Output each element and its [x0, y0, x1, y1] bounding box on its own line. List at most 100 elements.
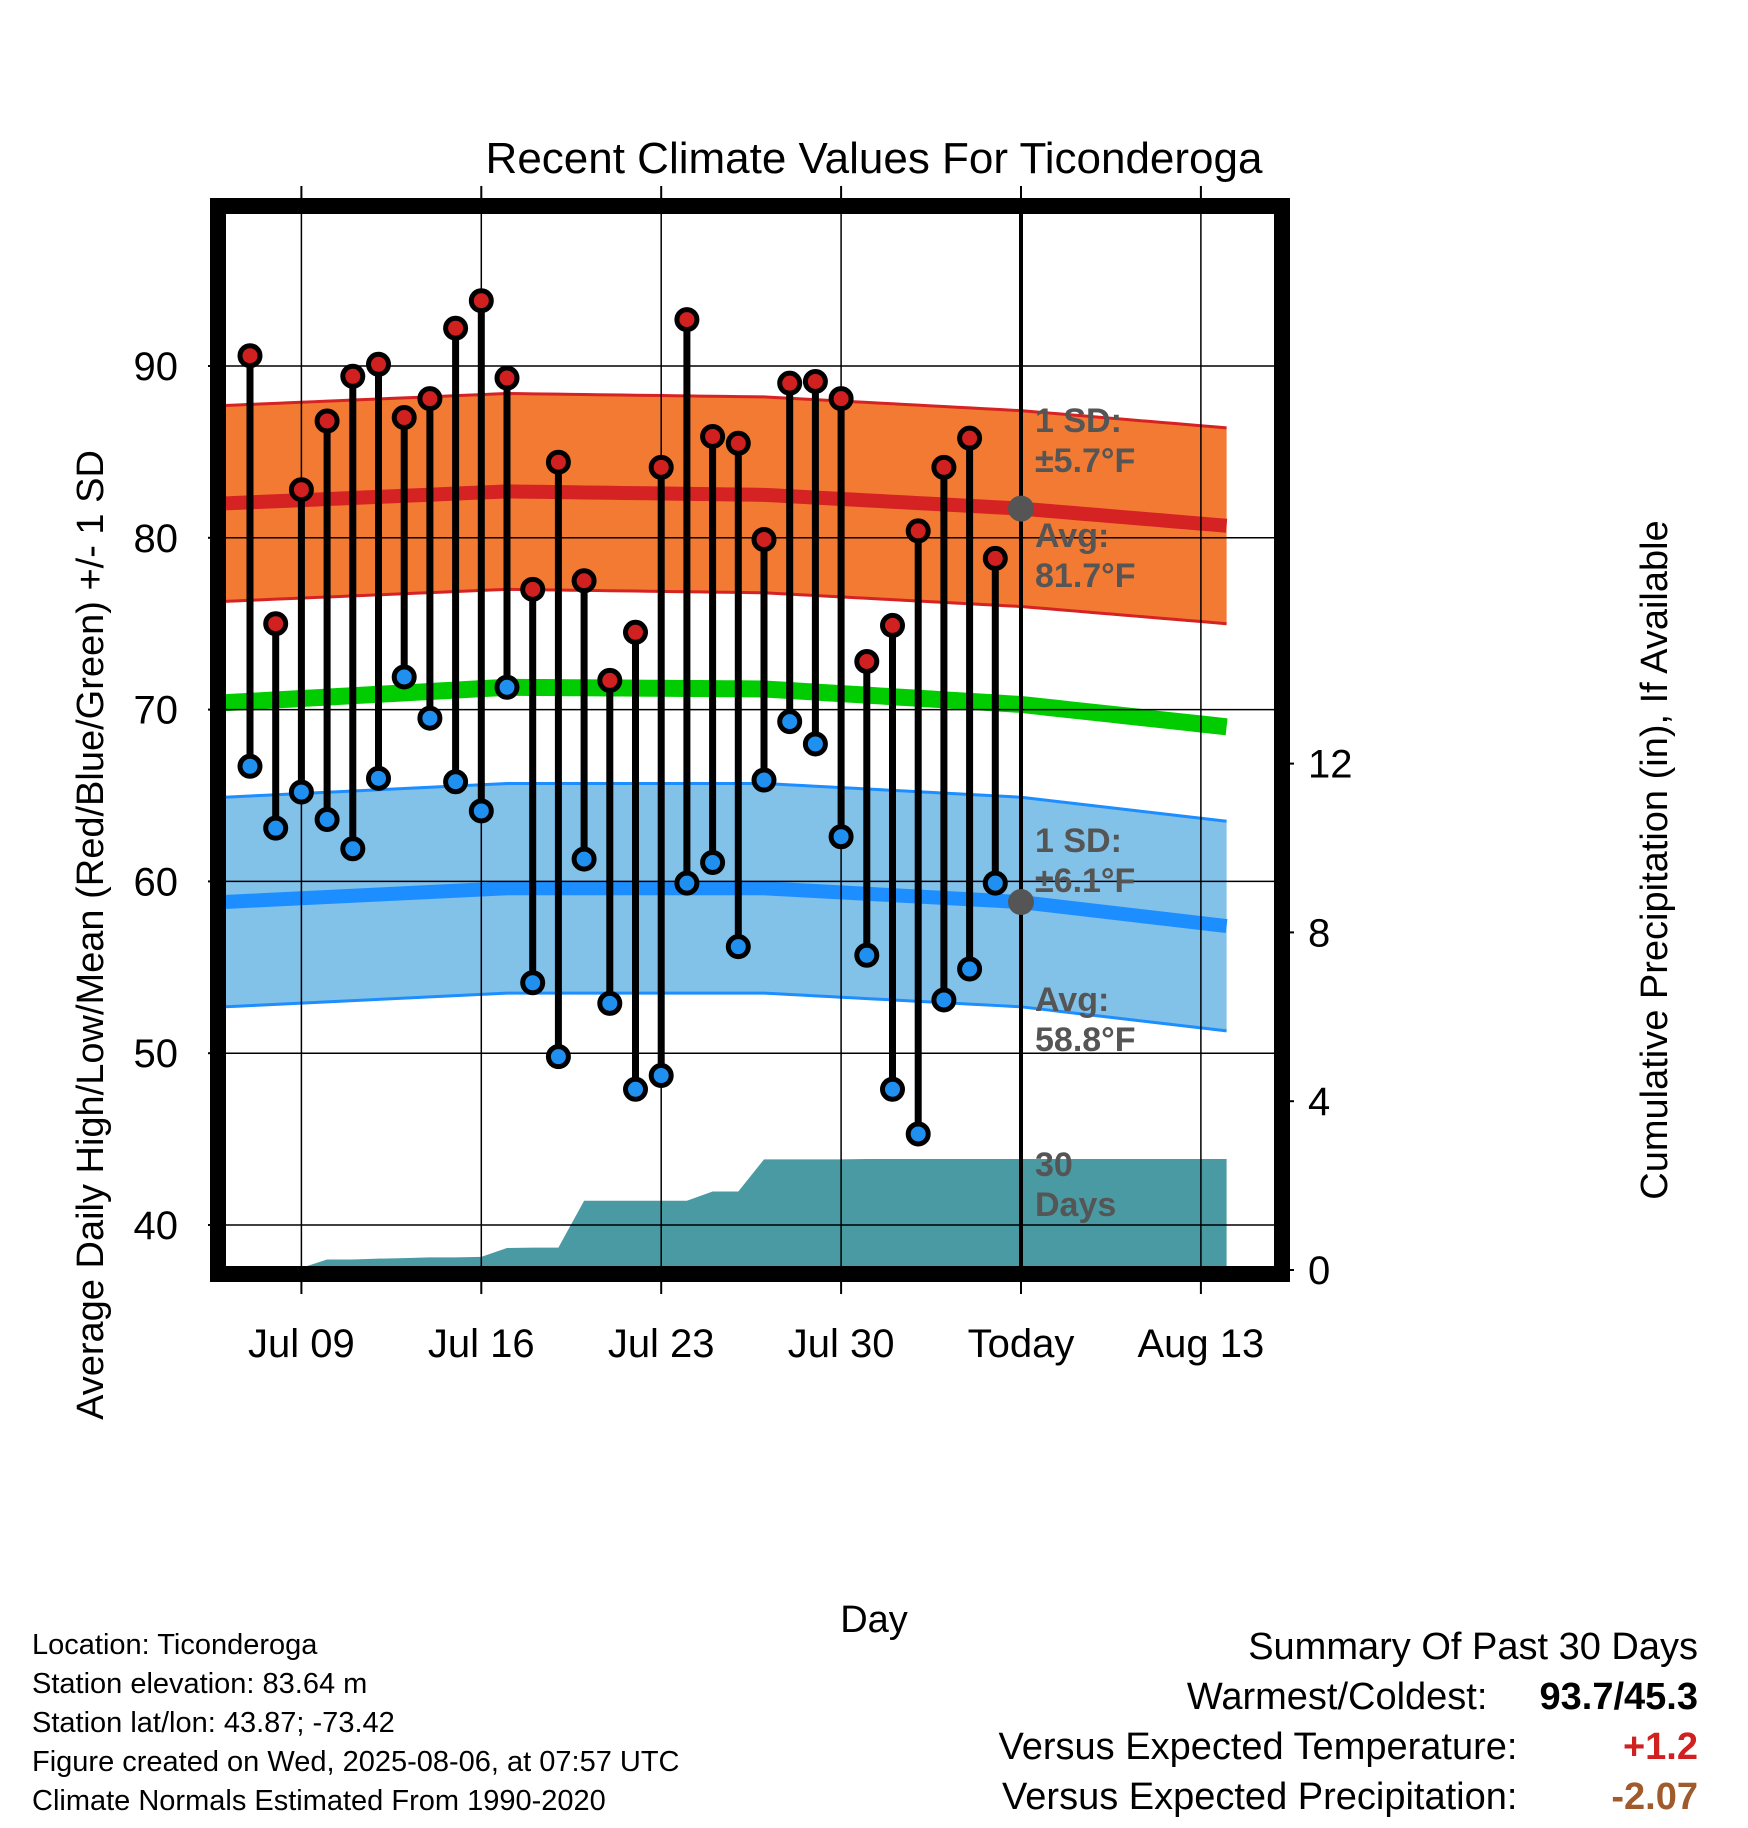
summary-warmest-label: Warmest/Coldest:	[1186, 1676, 1488, 1718]
high-avg-label: Avg:	[1035, 517, 1109, 555]
summary-precip-value: -2.07	[1611, 1776, 1698, 1818]
y-tick-label: 70	[134, 689, 179, 733]
daily-low-point	[751, 767, 777, 793]
summary-title: Summary Of Past 30 Days	[1248, 1626, 1698, 1668]
daily-high-point	[648, 454, 674, 480]
y2-tick-label: 12	[1308, 743, 1353, 787]
daily-low-point	[725, 934, 751, 960]
daily-low-point	[391, 664, 417, 690]
daily-low-point	[802, 731, 828, 757]
daily-low-point	[674, 870, 700, 896]
daily-high-point	[366, 351, 391, 377]
daily-high-point	[288, 477, 314, 503]
info-created: Figure created on Wed, 2025-08-06, at 07…	[32, 1746, 680, 1778]
y-tick-label: 90	[134, 345, 179, 389]
days-count-label: 30	[1035, 1146, 1073, 1184]
daily-low-point	[905, 1121, 931, 1147]
daily-low-point	[314, 807, 340, 833]
daily-high-point	[571, 568, 597, 594]
info-elevation: Station elevation: 83.64 m	[32, 1668, 368, 1700]
info-location: Location: Ticonderoga	[32, 1629, 318, 1661]
daily-low-point	[597, 990, 623, 1016]
daily-low-point	[571, 846, 597, 872]
normal-low-band-upper-edge	[224, 781, 1227, 823]
daily-high-point	[520, 576, 546, 602]
y-tick-label: 40	[134, 1204, 179, 1248]
daily-low-point	[854, 942, 880, 968]
daily-high-point	[237, 343, 263, 369]
daily-high-point	[314, 408, 340, 434]
daily-high-point	[725, 430, 751, 456]
y-tick-label: 80	[134, 517, 179, 561]
chart-title: Recent Climate Values For Ticonderoga	[486, 134, 1263, 183]
daily-low-point	[468, 798, 494, 824]
plot-inner	[224, 212, 1276, 1268]
y2-tick-label: 0	[1308, 1249, 1330, 1293]
daily-high-point	[391, 405, 417, 431]
y-axis-label: Average Daily High/Low/Mean (Red/Blue/Gr…	[70, 450, 112, 1420]
normal-high-band-lower-edge	[224, 587, 1227, 626]
x-tick-label: Jul 30	[788, 1322, 895, 1366]
normal-high-line	[224, 484, 1228, 533]
daily-low-point	[880, 1076, 905, 1102]
daily-low-point	[648, 1063, 674, 1089]
daily-high-point	[340, 363, 366, 389]
daily-low-point	[237, 753, 263, 779]
daily-high-point	[982, 545, 1008, 571]
daily-high-point	[417, 386, 443, 412]
x-tick-label: Jul 09	[248, 1322, 355, 1366]
daily-low-point	[288, 779, 314, 805]
x-tick-label: Jul 16	[428, 1322, 535, 1366]
daily-high-point	[494, 365, 520, 391]
daily-high-point	[468, 288, 494, 314]
high-sd-value: ±5.7°F	[1035, 442, 1135, 480]
daily-high-point	[545, 449, 571, 475]
station-info: Location: Ticonderoga Station elevation:…	[32, 1626, 680, 1821]
summary-warmest-value: 93.7/45.3	[1539, 1676, 1698, 1718]
daily-high-point	[905, 518, 931, 544]
daily-low-point	[520, 970, 546, 996]
daily-high-point	[623, 619, 648, 645]
daily-high-point	[700, 423, 726, 449]
daily-high-point	[443, 315, 469, 341]
normal-mean-line	[224, 678, 1228, 736]
today-normal-low-marker	[1008, 889, 1034, 916]
low-sd-value: ±6.1°F	[1035, 862, 1135, 900]
daily-low-point	[957, 956, 983, 982]
daily-high-point	[931, 454, 957, 480]
daily-high-point	[777, 370, 803, 396]
y2-axis-label: Cumulative Precipitation (in), If Availa…	[1634, 520, 1676, 1199]
x-axis-label: Day	[840, 1599, 908, 1641]
daily-low-point	[777, 709, 803, 735]
today-normal-high-marker	[1008, 495, 1034, 522]
x-tick-label: Jul 23	[608, 1322, 715, 1366]
daily-low-point	[366, 765, 391, 791]
summary-panel: Summary Of Past 30 Days Warmest/Coldest:…	[999, 1622, 1698, 1822]
normal-high-band-upper-edge	[224, 391, 1227, 430]
summary-precip-label: Versus Expected Precipitation:	[1002, 1776, 1518, 1818]
daily-high-point	[802, 368, 828, 394]
daily-high-point	[597, 667, 623, 693]
daily-high-point	[957, 425, 983, 451]
precip-area	[250, 1159, 1227, 1268]
daily-low-point	[340, 836, 366, 862]
daily-low-point	[263, 815, 289, 841]
daily-low-point	[494, 674, 520, 700]
summary-temp-label: Versus Expected Temperature:	[998, 1726, 1518, 1768]
y-tick-label: 50	[134, 1032, 179, 1076]
daily-low-point	[931, 987, 957, 1013]
low-avg-label: Avg:	[1035, 981, 1109, 1019]
daily-observations	[237, 288, 1008, 1147]
plot-frame	[210, 198, 1290, 1282]
high-avg-value: 81.7°F	[1035, 557, 1136, 595]
daily-low-point	[417, 705, 443, 731]
x-tick-label: Aug 13	[1138, 1322, 1265, 1366]
days-word-label: Days	[1035, 1186, 1116, 1224]
x-tick-label: Today	[968, 1322, 1075, 1366]
summary-temp-value: +1.2	[1622, 1726, 1698, 1768]
high-sd-label: 1 SD:	[1035, 402, 1122, 440]
normal-high-band	[224, 393, 1227, 624]
normal-low-band-lower-edge	[224, 991, 1227, 1033]
